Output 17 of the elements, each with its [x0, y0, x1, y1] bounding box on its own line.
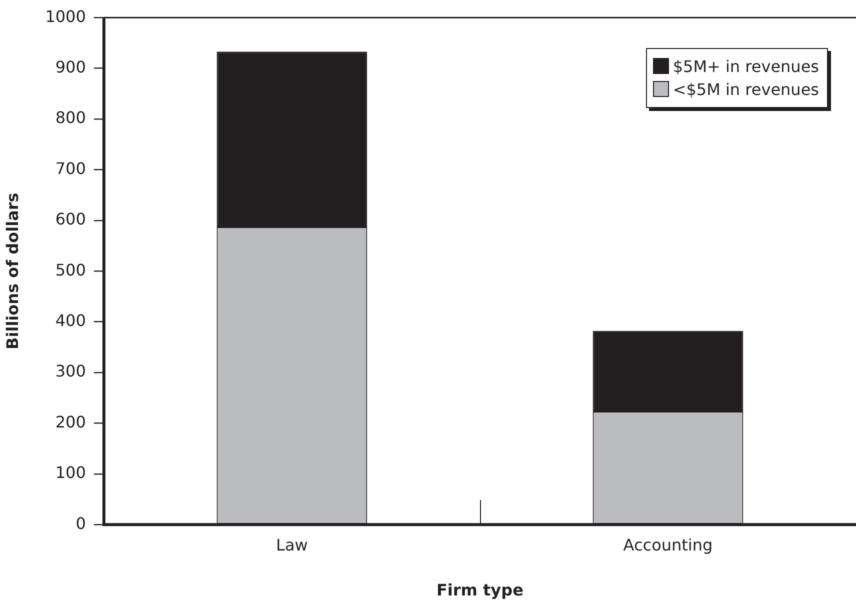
y-tick-label: 300 [55, 362, 86, 381]
x-tick-label: Law [276, 535, 308, 554]
y-tick-label: 600 [55, 210, 86, 229]
x-axis-title: Firm type [436, 580, 524, 600]
y-tick-label: 400 [55, 310, 86, 330]
y-tick-label: 800 [55, 108, 86, 128]
y-tick-label: 0 [76, 514, 86, 533]
y-tick-label: 100 [55, 463, 86, 482]
x-tick-label: Accounting [623, 535, 713, 554]
legend-label: <$5M in revenues [672, 80, 819, 99]
y-tick-label: 700 [55, 158, 86, 178]
legend-label: $5M+ in revenues [672, 56, 819, 76]
y-tick-label: 1000 [45, 6, 86, 26]
y-tick-label: 900 [55, 57, 86, 76]
y-axis-title: Billions of dollars [2, 192, 22, 350]
y-tick-label: 500 [55, 260, 86, 280]
y-tick-label: 200 [55, 412, 86, 432]
